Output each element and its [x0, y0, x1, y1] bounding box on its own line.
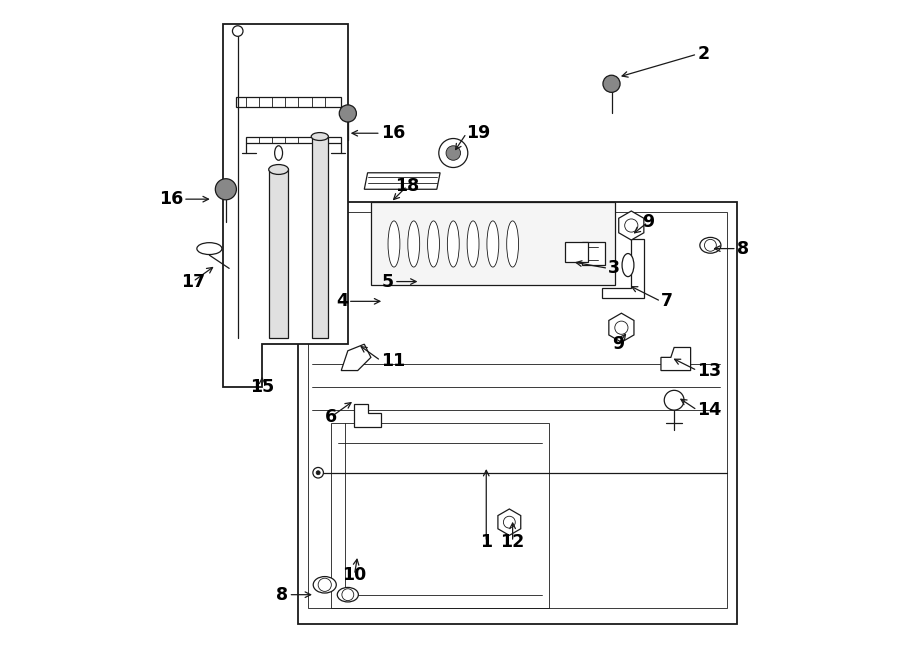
Circle shape	[215, 179, 237, 200]
Polygon shape	[355, 404, 381, 426]
Text: 2: 2	[698, 45, 709, 63]
Text: 16: 16	[381, 124, 405, 142]
Ellipse shape	[269, 165, 289, 174]
Polygon shape	[565, 242, 589, 261]
Ellipse shape	[507, 221, 518, 267]
Text: 13: 13	[698, 361, 721, 379]
Ellipse shape	[388, 221, 400, 267]
Text: 10: 10	[342, 566, 366, 584]
Text: 19: 19	[466, 124, 490, 142]
Text: 11: 11	[381, 352, 405, 369]
Text: 5: 5	[382, 273, 394, 291]
Ellipse shape	[467, 221, 479, 267]
Text: 17: 17	[181, 273, 205, 291]
Polygon shape	[222, 24, 347, 387]
Circle shape	[232, 26, 243, 36]
Ellipse shape	[447, 221, 459, 267]
Text: 12: 12	[500, 533, 525, 551]
Polygon shape	[661, 348, 690, 371]
Text: 1: 1	[481, 533, 492, 551]
Text: 18: 18	[395, 177, 419, 195]
Ellipse shape	[313, 577, 337, 593]
Circle shape	[339, 105, 356, 122]
Polygon shape	[236, 97, 341, 107]
Ellipse shape	[487, 221, 499, 267]
Text: 4: 4	[336, 293, 347, 310]
Ellipse shape	[408, 221, 419, 267]
Text: 16: 16	[158, 190, 183, 208]
Text: 14: 14	[698, 401, 721, 419]
Polygon shape	[311, 136, 328, 338]
Circle shape	[439, 138, 468, 167]
Ellipse shape	[197, 243, 222, 254]
Ellipse shape	[311, 132, 328, 140]
Circle shape	[446, 146, 461, 160]
Ellipse shape	[700, 238, 721, 253]
Polygon shape	[581, 242, 605, 265]
Circle shape	[664, 391, 684, 410]
Polygon shape	[364, 173, 440, 189]
Text: 8: 8	[276, 586, 289, 604]
Text: 15: 15	[250, 378, 274, 396]
Polygon shape	[246, 136, 341, 143]
Ellipse shape	[428, 221, 439, 267]
Text: 3: 3	[608, 260, 620, 277]
Ellipse shape	[274, 146, 283, 160]
Ellipse shape	[622, 254, 634, 277]
Text: 7: 7	[661, 293, 673, 310]
Text: 6: 6	[325, 408, 338, 426]
Text: 8: 8	[737, 240, 749, 258]
Circle shape	[603, 75, 620, 93]
Polygon shape	[371, 203, 615, 285]
Polygon shape	[341, 344, 371, 371]
Polygon shape	[269, 169, 289, 338]
Text: 9: 9	[642, 213, 653, 231]
Polygon shape	[601, 239, 644, 298]
Circle shape	[313, 467, 323, 478]
Circle shape	[316, 471, 320, 475]
Ellipse shape	[338, 587, 358, 602]
Text: 9: 9	[612, 335, 625, 354]
